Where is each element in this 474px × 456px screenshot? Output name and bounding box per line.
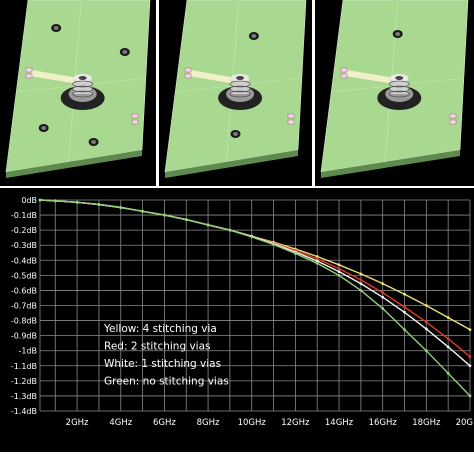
y-tick-label: -0.8dB bbox=[11, 317, 37, 326]
series-point bbox=[468, 394, 472, 398]
legend-entry: Green: no stitching vias bbox=[104, 376, 229, 388]
y-tick-label: 0dB bbox=[21, 196, 37, 205]
series-point bbox=[403, 292, 406, 296]
series-point bbox=[272, 243, 275, 246]
series-point bbox=[446, 371, 450, 375]
board-render-2 bbox=[159, 0, 312, 186]
y-tick-label: -1.4dB bbox=[11, 407, 37, 416]
board-render-svg bbox=[0, 0, 156, 186]
y-tick-label: -0.1dB bbox=[11, 211, 37, 220]
coax-connector bbox=[60, 74, 105, 110]
series-point bbox=[381, 307, 385, 310]
legend-entry: Yellow: 4 stitching via bbox=[103, 323, 217, 335]
series-point bbox=[359, 289, 363, 292]
series-point bbox=[359, 278, 363, 282]
series-point bbox=[337, 263, 341, 267]
series-point bbox=[97, 203, 101, 206]
x-tick-label: 20G bbox=[456, 418, 473, 428]
microstrip-trace bbox=[30, 70, 78, 84]
series-point bbox=[337, 270, 341, 273]
x-tick-label: 12GHz bbox=[281, 418, 310, 428]
series-point bbox=[446, 345, 450, 349]
stitching-via bbox=[248, 32, 259, 40]
series-point bbox=[359, 272, 363, 276]
x-tick-label: 18GHz bbox=[412, 418, 441, 428]
series-point bbox=[163, 213, 166, 217]
series-point bbox=[468, 355, 472, 359]
x-tick-label: 16GHz bbox=[369, 418, 398, 428]
chart-svg: 0dB -0.1dB -0.2dB -0.3dB -0.4dB -0.5dB -0.6dB -… bbox=[0, 188, 474, 452]
microstrip-trace bbox=[189, 70, 236, 84]
series-point bbox=[119, 206, 123, 209]
stitching-via bbox=[392, 30, 403, 38]
coax-connector bbox=[377, 74, 422, 110]
y-tick-label: -0.4dB bbox=[11, 256, 37, 265]
series-point bbox=[228, 228, 232, 232]
x-tick-label: 2GHz bbox=[66, 418, 89, 428]
series-point bbox=[250, 235, 254, 239]
stitching-via bbox=[51, 24, 62, 32]
board-render-svg bbox=[159, 0, 312, 186]
series-point bbox=[381, 282, 385, 286]
series-point bbox=[315, 257, 319, 261]
series-point bbox=[424, 320, 428, 324]
series-point bbox=[468, 328, 472, 332]
insertion-loss-chart: 0dB -0.1dB -0.2dB -0.3dB -0.4dB -0.5dB -0.6dB -… bbox=[0, 188, 474, 452]
series-point bbox=[337, 273, 341, 277]
x-tick-label: 14GHz bbox=[325, 418, 354, 428]
y-tick-label: -1.3dB bbox=[11, 392, 37, 401]
series-point bbox=[403, 305, 406, 309]
series-point bbox=[141, 209, 144, 213]
y-tick-label: -0.5dB bbox=[11, 271, 37, 280]
stitching-via bbox=[230, 130, 241, 138]
x-tick-label: 4GHz bbox=[109, 418, 132, 428]
series-point bbox=[403, 328, 406, 332]
series-point bbox=[315, 255, 319, 258]
series-point bbox=[403, 310, 406, 314]
series-point bbox=[184, 218, 188, 221]
coax-connector bbox=[218, 74, 263, 110]
series-point bbox=[446, 316, 450, 319]
series-point bbox=[381, 291, 385, 295]
series-point bbox=[424, 327, 428, 331]
board-render-svg bbox=[315, 0, 474, 186]
board-render-1 bbox=[0, 0, 156, 186]
series-point bbox=[359, 282, 363, 286]
series-point bbox=[315, 261, 319, 265]
series-point bbox=[337, 267, 341, 270]
board-renders bbox=[0, 0, 474, 186]
series-point bbox=[53, 199, 57, 203]
y-tick-label: -0.3dB bbox=[11, 241, 37, 250]
board-edge bbox=[165, 150, 298, 178]
stitching-via bbox=[38, 124, 49, 132]
series-point bbox=[75, 200, 79, 204]
x-tick-label: 6GHz bbox=[153, 418, 176, 428]
series-point bbox=[424, 349, 428, 353]
x-tick-label: 10GHz bbox=[238, 418, 267, 428]
y-tick-label: -1dB bbox=[18, 347, 37, 356]
legend-entry: White: 1 stitching vias bbox=[104, 358, 221, 370]
legend-entry: Red: 2 stitching vias bbox=[104, 341, 211, 353]
y-tick-label: -1.2dB bbox=[11, 377, 37, 386]
series-point bbox=[206, 223, 210, 227]
stitching-via bbox=[88, 138, 99, 146]
board-render-3 bbox=[315, 0, 474, 186]
series-point bbox=[424, 304, 428, 307]
y-tick-label: -1.1dB bbox=[11, 362, 37, 371]
series-point bbox=[293, 252, 297, 255]
y-tick-label: -0.7dB bbox=[11, 302, 37, 311]
microstrip-trace bbox=[345, 70, 395, 84]
series-point bbox=[38, 198, 42, 202]
board-edge bbox=[321, 150, 460, 178]
y-tick-label: -0.2dB bbox=[11, 226, 37, 235]
series-point bbox=[381, 295, 385, 299]
series-point bbox=[315, 259, 319, 263]
board-edge bbox=[6, 150, 142, 178]
x-tick-label: 8GHz bbox=[197, 418, 220, 428]
stitching-via bbox=[119, 48, 130, 56]
series-point bbox=[446, 337, 450, 341]
series-point bbox=[468, 364, 472, 368]
y-tick-label: -0.9dB bbox=[11, 332, 37, 341]
y-tick-label: -0.6dB bbox=[11, 286, 37, 295]
